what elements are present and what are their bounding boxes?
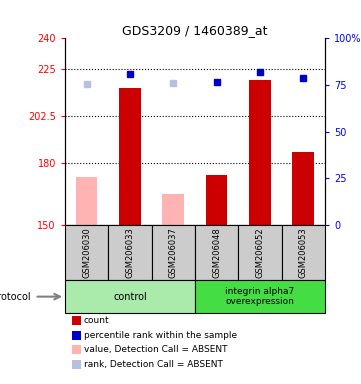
Text: GSM206052: GSM206052 bbox=[256, 227, 264, 278]
Text: GSM206053: GSM206053 bbox=[299, 227, 308, 278]
Bar bbox=[108, 225, 152, 280]
Bar bbox=[282, 225, 325, 280]
Bar bbox=[65, 225, 108, 280]
Bar bbox=[238, 225, 282, 280]
Bar bbox=[76, 177, 97, 225]
Text: GSM206048: GSM206048 bbox=[212, 227, 221, 278]
Text: rank, Detection Call = ABSENT: rank, Detection Call = ABSENT bbox=[84, 360, 223, 369]
Bar bbox=[195, 225, 238, 280]
Text: integrin alpha7
overexpression: integrin alpha7 overexpression bbox=[225, 287, 295, 306]
Text: GSM206033: GSM206033 bbox=[126, 227, 134, 278]
Text: value, Detection Call = ABSENT: value, Detection Call = ABSENT bbox=[84, 345, 227, 354]
Text: GSM206037: GSM206037 bbox=[169, 227, 178, 278]
Text: count: count bbox=[84, 316, 109, 325]
Bar bbox=[162, 194, 184, 225]
Bar bbox=[152, 225, 195, 280]
Bar bbox=[249, 80, 271, 225]
Bar bbox=[119, 88, 141, 225]
Title: GDS3209 / 1460389_at: GDS3209 / 1460389_at bbox=[122, 24, 268, 37]
Bar bbox=[65, 280, 195, 313]
Text: protocol: protocol bbox=[0, 291, 30, 302]
Text: percentile rank within the sample: percentile rank within the sample bbox=[84, 331, 237, 340]
Bar bbox=[206, 175, 227, 225]
Text: GSM206030: GSM206030 bbox=[82, 227, 91, 278]
Bar bbox=[292, 152, 314, 225]
Text: control: control bbox=[113, 291, 147, 302]
Bar bbox=[195, 280, 325, 313]
